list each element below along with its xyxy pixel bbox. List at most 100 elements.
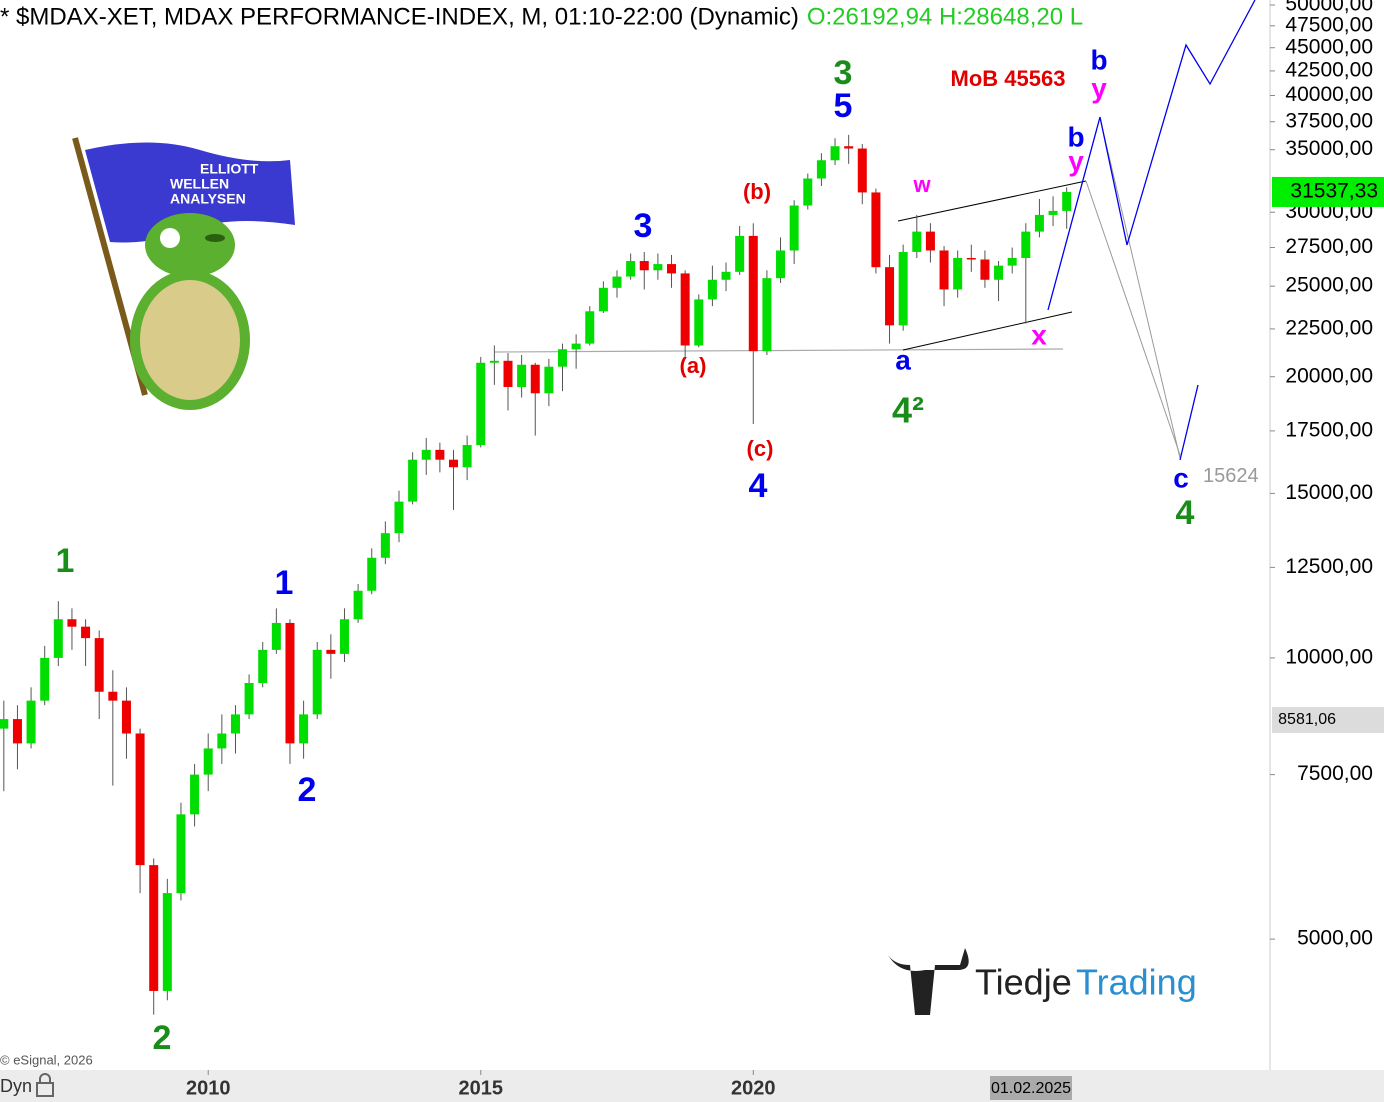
wave-label: y [1068,145,1084,176]
lock-icon [36,1073,54,1097]
candle-body [721,271,731,280]
candle-body [367,557,377,591]
last-price-label: 31537,33 [1290,180,1378,203]
y-tick-label: 27500,00 [1285,235,1373,258]
candle-body [694,299,704,346]
candles [0,134,1072,1015]
candle-body [121,700,131,734]
mode-label: Dyn [0,1076,32,1096]
candle-body [26,700,36,744]
wave-label: 3 [634,207,653,245]
candle-body [748,235,758,352]
y-tick-label: 17500,00 [1285,418,1373,441]
channel-upper [897,180,1087,222]
candle-body [544,366,554,394]
candle-body [558,349,568,367]
wave-label: 4² [892,390,924,431]
brand-text: Trading [1076,962,1197,1003]
candle-body [12,719,22,744]
brand-icon [888,948,969,1015]
candle-body [503,360,513,387]
candle-body [925,231,935,251]
candle-body [380,533,390,558]
candle-body [203,748,213,775]
candle-body [571,343,581,350]
wave-label: 2 [153,1019,172,1057]
y-tick-label: 5000,00 [1297,927,1373,950]
candle-body [844,146,854,149]
candle-body [230,714,240,734]
candle-body [1034,214,1044,232]
candle-body [598,287,608,312]
drawings [494,0,1256,461]
candle-body [585,311,595,344]
flag-text: WELLEN [170,176,229,192]
brand-text: Tiedje [975,962,1072,1003]
candle-body [176,814,186,894]
wave-label: b [1090,44,1107,75]
wave-label: MoB 45563 [951,66,1066,91]
wave-label: 3 [834,54,853,92]
x-axis-bar [0,1070,1384,1102]
candle-body [776,250,786,279]
candle-body [244,683,254,715]
candle-body [612,276,622,288]
candle-body [789,205,799,251]
ohlc-summary: O:26192,94 H:28648,20 L [807,3,1083,30]
crosshair-date: 01.02.2025 [991,1080,1071,1097]
projection-gray [1085,180,1181,456]
candle-body [353,590,363,620]
wave-label: (c) [747,436,774,461]
candle-body [898,251,908,326]
candle-body [735,235,745,272]
candle-body [517,364,527,387]
candle-body [653,264,663,271]
candle-body [871,192,881,268]
candle-body [1048,210,1058,215]
croc-head [145,213,235,277]
candle-body [162,893,172,991]
y-tick-label: 10000,00 [1285,645,1373,668]
candle-body [707,279,717,300]
projection-gray [1099,117,1181,459]
candle-body [421,449,431,460]
marker-price-label: 8581,06 [1278,711,1336,728]
candle-body [980,259,990,280]
flag-text: ELLIOTT [200,161,259,177]
candle-body [939,250,949,290]
y-tick-label: 25000,00 [1285,274,1373,297]
wave-label: (a) [680,353,707,378]
candle-body [339,619,349,654]
candle-body [271,622,281,650]
wave-label: x [1031,319,1047,350]
source: © eSignal, 2026 [0,1052,93,1067]
candle-body [285,622,295,744]
y-tick-label: 12500,00 [1285,555,1373,578]
candle-body [312,649,322,715]
candle-body [830,146,840,161]
candle-body [190,774,200,815]
candle-body [530,364,540,394]
candle-body [476,362,486,446]
wave-label: 1 [56,542,75,580]
candle-body [857,148,867,193]
projection-blue [1179,384,1199,461]
wave-label: y [1091,72,1107,103]
wave-label: 5 [834,87,853,125]
candle-body [81,626,91,639]
y-tick-label: 40000,00 [1285,83,1373,106]
wave-label: 4 [749,467,768,505]
y-tick-label: 45000,00 [1285,35,1373,58]
marker-price-box [1272,706,1384,733]
candle-body [108,691,118,701]
x-tick-label: 2015 [458,1077,503,1099]
wave-label: (b) [743,179,771,204]
y-tick-label: 35000,00 [1285,137,1373,160]
candle-body [299,714,309,744]
candle-body [258,649,268,684]
candle-body [67,619,77,627]
x-tick-label: 2020 [731,1077,776,1099]
candle-body [1062,191,1072,211]
croc-eye [160,228,180,248]
wave-label: 1 [275,564,294,602]
